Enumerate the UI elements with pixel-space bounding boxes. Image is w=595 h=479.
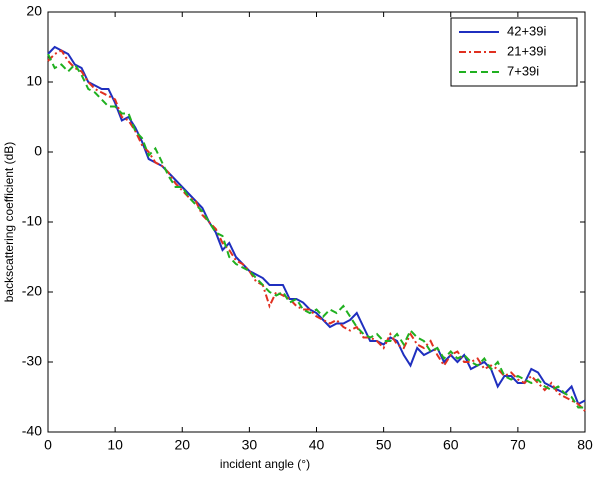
legend-label: 21+39i (507, 43, 547, 58)
x-tick-label: 70 (510, 437, 526, 453)
legend-label: 42+39i (507, 23, 547, 38)
x-tick-label: 50 (376, 437, 392, 453)
x-tick-label: 10 (107, 437, 123, 453)
y-tick-label: 20 (26, 3, 42, 19)
data-line (47, 45, 586, 406)
legend-label: 7+39i (507, 63, 539, 78)
x-tick-label: 0 (44, 437, 52, 453)
data-line (47, 49, 586, 412)
y-tick-label: -10 (22, 213, 42, 229)
y-tick-label: 0 (34, 143, 42, 159)
y-tick-label: -30 (22, 353, 42, 369)
y-axis-label: backscattering coefficient (dB) (2, 142, 16, 303)
x-tick-label: 80 (577, 437, 593, 453)
y-tick-label: -20 (22, 283, 42, 299)
x-tick-label: 20 (174, 437, 190, 453)
data-line (47, 53, 585, 409)
x-tick-label: 40 (309, 437, 325, 453)
y-tick-label: 10 (26, 73, 42, 89)
legend-box (450, 17, 578, 87)
x-tick-label: 60 (443, 437, 459, 453)
y-tick-label: -40 (22, 423, 42, 439)
x-axis-label: incident angle (°) (220, 457, 310, 471)
x-tick-label: 30 (242, 437, 258, 453)
